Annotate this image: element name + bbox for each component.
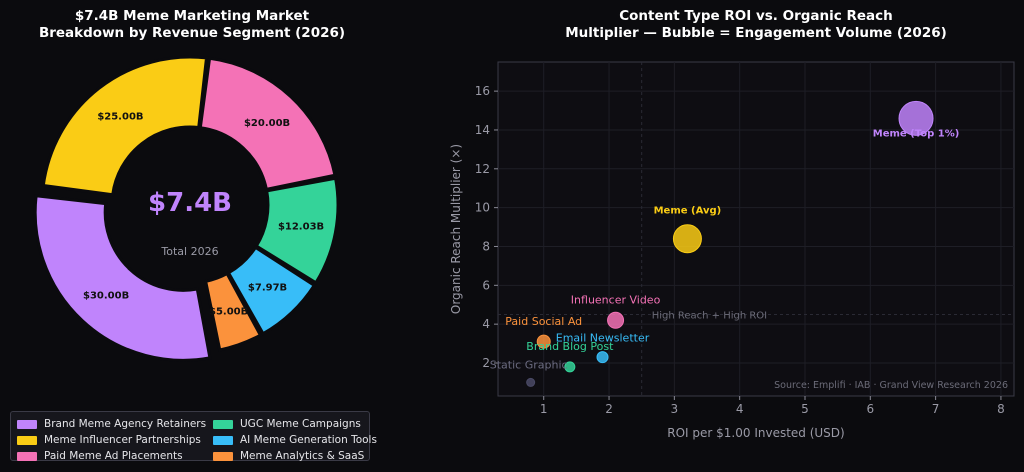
- y-tick-label: 8: [482, 239, 490, 253]
- y-axis-label: Organic Reach Multiplier (×): [449, 144, 463, 314]
- legend-label: Meme Influencer Partnerships: [44, 434, 201, 446]
- scatter-chart-title: Content Type ROI vs. Organic Reach Multi…: [500, 8, 1012, 42]
- source-note: Source: Emplifi · IAB · Grand View Resea…: [774, 380, 1008, 391]
- point-email-newsletter: [596, 351, 609, 364]
- legend-swatch: [213, 419, 233, 429]
- legend-label: Brand Meme Agency Retainers: [44, 418, 207, 430]
- legend-item-paid-meme-ad-placements: Paid Meme Ad Placements: [17, 448, 213, 464]
- x-tick-label: 6: [866, 402, 874, 416]
- donut-chart-title: $7.4B Meme Marketing Market Breakdown by…: [0, 8, 384, 42]
- donut-label-meme-influencer-partnerships: $25.00B: [97, 111, 143, 122]
- point-label-meme-avg: Meme (Avg): [654, 206, 722, 217]
- donut-center-value: $7.4B: [148, 188, 232, 218]
- point-label-meme-top-1: Meme (Top 1%): [873, 128, 960, 139]
- legend-label: Paid Meme Ad Placements: [44, 450, 183, 462]
- legend-label: Meme Analytics & SaaS: [240, 450, 365, 462]
- legend-item-meme-analytics-saas: Meme Analytics & SaaS: [213, 448, 373, 464]
- donut-label-brand-meme-agency-retainers: $30.00B: [83, 290, 129, 301]
- donut-label-meme-analytics-saas: $5.00B: [209, 307, 248, 318]
- x-tick-label: 7: [932, 402, 940, 416]
- legend-swatch: [17, 419, 37, 429]
- legend-label: AI Meme Generation Tools: [240, 434, 377, 446]
- donut-slice-meme-influencer-partnerships: [41, 55, 209, 197]
- donut-chart: $30.00B $25.00B $20.00B $12.03B $7.97B $5.00B…: [33, 55, 340, 362]
- legend-swatch: [17, 451, 37, 461]
- y-tick-label: 10: [475, 201, 490, 215]
- point-label-influencer-video: Influencer Video: [571, 293, 661, 306]
- donut-legend: Brand Meme Agency Retainers UGC Meme Camp…: [10, 411, 377, 464]
- y-tick-label: 2: [482, 356, 490, 370]
- donut-title-line2: Breakdown by Revenue Segment (2026): [38, 25, 346, 41]
- point-label-brand-blog-post: Brand Blog Post: [526, 340, 614, 353]
- legend-swatch: [213, 451, 233, 461]
- donut-label-ugc-meme-campaigns: $12.03B: [278, 221, 324, 232]
- x-tick-label: 1: [540, 402, 548, 416]
- scatter-title-line1: Content Type ROI vs. Organic Reach: [619, 8, 893, 24]
- quadrant-label: High Reach + High ROI: [652, 310, 767, 321]
- y-tick-label: 16: [475, 84, 490, 98]
- point-brand-blog-post: [564, 361, 576, 373]
- donut-slice-meme-analytics-saas: [203, 271, 263, 352]
- donut-center-label: Total 2026: [160, 245, 218, 258]
- x-tick-label: 2: [605, 402, 613, 416]
- y-tick-label: 14: [475, 123, 490, 137]
- legend-swatch: [17, 435, 37, 445]
- donut-slice-ugc-meme-campaigns: [254, 176, 340, 285]
- donut-title-line1: $7.4B Meme Marketing Market: [74, 8, 310, 24]
- donut-slice-ai-meme-generation-tools: [226, 245, 317, 336]
- legend-item-meme-influencer-partnerships: Meme Influencer Partnerships: [17, 432, 213, 448]
- y-tick-label: 12: [475, 162, 490, 176]
- donut-slice-brand-meme-agency-retainers: [33, 194, 212, 362]
- donut-slice-paid-meme-ad-placements: [198, 56, 337, 192]
- legend-label: UGC Meme Campaigns: [240, 418, 361, 430]
- x-tick-label: 3: [671, 402, 679, 416]
- x-tick-label: 4: [736, 402, 744, 416]
- donut-label-paid-meme-ad-placements: $20.00B: [244, 118, 290, 129]
- point-label-static-graphic: Static Graphic: [490, 358, 568, 371]
- donut-label-ai-meme-generation-tools: $7.97B: [248, 283, 287, 294]
- legend-item-brand-meme-agency-retainers: Brand Meme Agency Retainers: [17, 416, 213, 432]
- point-label-email-newsletter: Email Newsletter: [556, 332, 650, 345]
- legend-swatch: [213, 435, 233, 445]
- x-axis-label: ROI per $1.00 Invested (USD): [667, 426, 844, 440]
- point-static-graphic: [526, 377, 536, 387]
- y-tick-label: 4: [482, 317, 490, 331]
- x-tick-label: 5: [801, 402, 809, 416]
- point-meme-top-1: [898, 100, 934, 136]
- point-meme-avg: [672, 224, 702, 254]
- x-tick-label: 8: [997, 402, 1005, 416]
- point-influencer-video: [607, 311, 625, 329]
- y-tick-label: 6: [482, 278, 490, 292]
- legend-item-ugc-meme-campaigns: UGC Meme Campaigns: [213, 416, 373, 432]
- scatter-title-line2: Multiplier — Bubble = Engagement Volume …: [565, 25, 947, 41]
- point-paid-social-ad: [536, 334, 551, 349]
- legend-item-ai-meme-generation-tools: AI Meme Generation Tools: [213, 432, 377, 448]
- point-label-paid-social-ad: Paid Social Ad: [505, 315, 582, 328]
